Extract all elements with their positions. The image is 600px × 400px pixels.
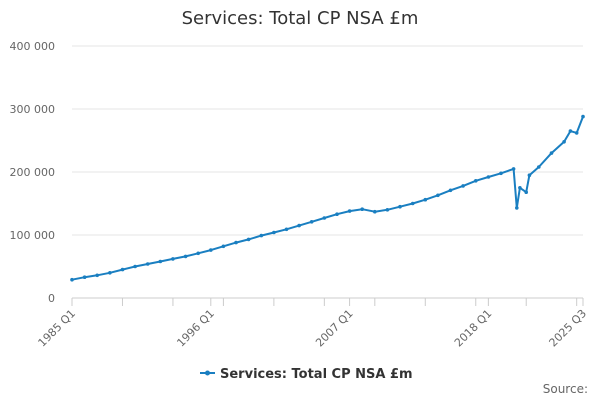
data-point[interactable] [524, 190, 528, 194]
legend-point-marker [205, 370, 210, 376]
data-point[interactable] [518, 186, 522, 190]
data-point[interactable] [272, 230, 276, 235]
data-point[interactable] [385, 208, 390, 212]
data-point[interactable] [246, 237, 251, 242]
data-point[interactable] [410, 201, 415, 206]
data-point[interactable] [448, 188, 453, 193]
data-point[interactable] [183, 254, 188, 259]
x-tick-label: 2007 Q1 [313, 307, 356, 350]
data-point[interactable] [474, 179, 478, 183]
data-point[interactable] [297, 223, 301, 228]
data-point[interactable] [511, 167, 516, 171]
data-point[interactable] [574, 131, 579, 135]
chart-title: Services: Total CP NSA £m [182, 8, 419, 29]
data-point[interactable] [145, 262, 150, 266]
source-label: Source: [543, 382, 588, 396]
data-point[interactable] [234, 240, 238, 245]
data-point[interactable] [120, 267, 125, 272]
data-point[interactable] [309, 220, 314, 224]
x-tick-label: 1985 Q1 [36, 307, 79, 350]
data-point[interactable] [108, 271, 112, 275]
data-point[interactable] [360, 207, 365, 211]
data-point[interactable] [568, 129, 573, 133]
data-point[interactable] [322, 216, 327, 220]
legend[interactable]: Services: Total CP NSA £m [200, 367, 413, 382]
data-point[interactable] [486, 175, 491, 179]
data-point[interactable] [259, 233, 264, 238]
series-group [70, 114, 585, 282]
data-point[interactable] [347, 209, 352, 213]
data-point[interactable] [398, 204, 402, 209]
x-axis: 1985 Q1 1996 Q1 2007 Q1 2018 Q1 2025 Q3 [36, 298, 590, 350]
data-point[interactable] [209, 248, 213, 252]
data-point[interactable] [373, 209, 377, 214]
data-point[interactable] [515, 206, 519, 210]
data-point[interactable] [581, 114, 585, 119]
data-point[interactable] [196, 251, 200, 256]
data-point[interactable] [70, 277, 74, 282]
x-tick-label: 1996 Q1 [174, 307, 217, 350]
x-tick-label: 2025 Q3 [547, 307, 590, 350]
data-point[interactable] [461, 184, 465, 188]
data-point[interactable] [82, 275, 87, 280]
data-point[interactable] [335, 212, 339, 216]
data-point[interactable] [158, 259, 163, 264]
x-tick-label: 2018 Q1 [452, 307, 495, 350]
data-point[interactable] [133, 264, 137, 269]
y-tick-label: 200 000 [10, 166, 56, 179]
data-point[interactable] [171, 257, 175, 261]
legend-label[interactable]: Services: Total CP NSA £m [220, 367, 413, 382]
data-point[interactable] [423, 197, 428, 202]
y-tick-label: 100 000 [10, 229, 56, 242]
data-point[interactable] [436, 193, 440, 198]
data-point[interactable] [549, 151, 554, 155]
y-axis: 0 100 000 200 000 300 000 400 000 [10, 40, 56, 305]
data-point[interactable] [537, 165, 541, 169]
y-tick-label: 400 000 [10, 40, 56, 53]
data-point[interactable] [95, 273, 99, 278]
data-point[interactable] [284, 227, 289, 232]
data-point[interactable] [221, 244, 226, 249]
data-point[interactable] [562, 140, 566, 144]
data-point[interactable] [499, 171, 503, 176]
data-point[interactable] [527, 173, 532, 177]
grid [72, 45, 583, 299]
series-line [71, 116, 584, 281]
y-tick-label: 0 [48, 292, 55, 305]
y-tick-label: 300 000 [10, 103, 56, 116]
